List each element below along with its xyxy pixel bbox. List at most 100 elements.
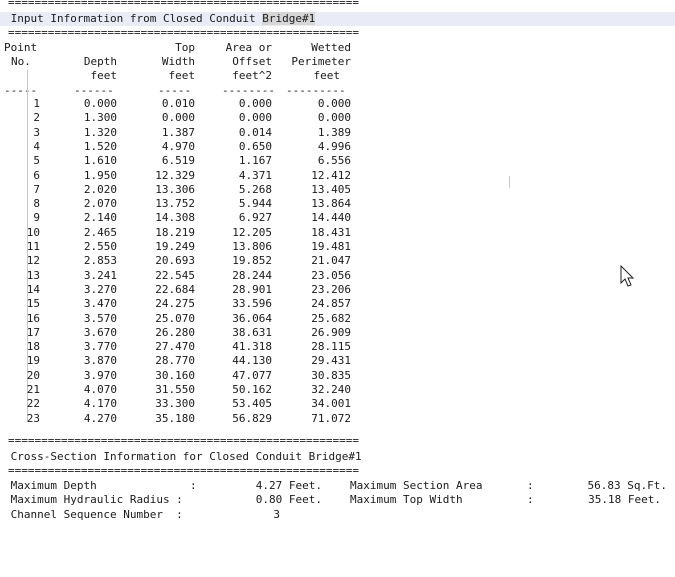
summary-row-2: Maximum Hydraulic Radius : 0.80 Feet. Ma… (4, 493, 661, 506)
table-cell: 14.440 (311, 211, 351, 225)
input-section-title: Input Information from Closed Conduit Br… (0, 12, 675, 26)
table-cell: 1.389 (317, 125, 351, 139)
channel-sequence-label: Channel Sequence Number : (4, 508, 183, 521)
mouse-pointer-icon (620, 265, 635, 287)
table-cell: 44.130 (232, 354, 272, 368)
table-cell: 1.167 (238, 154, 272, 168)
selected-text-bridge[interactable]: Bridge#1 (262, 12, 316, 25)
max-depth-value: 4.27 Feet. (255, 479, 322, 492)
table-cell: 27.470 (155, 340, 195, 354)
table-cell: 25.070 (155, 311, 195, 325)
table-cell: 2.853 (83, 254, 117, 268)
table-cell: 3.770 (83, 340, 117, 354)
table-cell: 30.835 (311, 368, 351, 382)
table-cell: 3.870 (83, 354, 117, 368)
table-cell: 1.320 (83, 125, 117, 139)
table-cell: 3.970 (83, 368, 117, 382)
table-cell: 2.465 (83, 225, 117, 239)
table-cell: 71.072 (311, 411, 351, 425)
table-cell: 4.996 (317, 139, 351, 153)
table-cell: 13.806 (232, 240, 272, 253)
table-cell: 5.944 (238, 197, 272, 211)
table-cell: 25.682 (311, 311, 351, 325)
table-cell: 36.064 (232, 311, 272, 325)
table-cell: 32.240 (311, 383, 351, 396)
table-cell: 20.693 (155, 254, 195, 268)
table-cell: 10 (26, 225, 40, 239)
table-cell: 34.001 (311, 397, 351, 411)
table-cell: 28.244 (232, 268, 272, 282)
table-cell: 23 (26, 411, 40, 425)
table-cell: 24.857 (311, 297, 351, 311)
max-hydraulic-radius-value: 0.80 Feet. (255, 493, 322, 506)
table-cell: 26.280 (155, 325, 195, 339)
table-cell: 18.219 (155, 225, 195, 239)
table-cell: 4.270 (83, 411, 117, 425)
table-cell: 50.162 (232, 383, 272, 396)
table-cell: 2 (33, 111, 40, 125)
header-row-1: Point Top Area or Wetted (4, 41, 351, 54)
table-cell: 6.556 (317, 154, 351, 168)
table-cell: 6.519 (161, 154, 195, 168)
table-cell: 13.864 (311, 197, 351, 211)
table-cell: 1.387 (161, 125, 195, 139)
table-cell: 3.270 (83, 282, 117, 296)
table-cell: 4.070 (83, 383, 117, 396)
table-cell: 22.684 (155, 282, 195, 296)
max-depth-label: Maximum Depth (4, 479, 97, 492)
table-cell: 11 (26, 240, 40, 253)
table-cell: 0.010 (161, 97, 195, 110)
table-cell: 26.909 (311, 325, 351, 339)
table-cell: 6.927 (238, 211, 272, 225)
text-cursor-icon (509, 176, 510, 188)
table-cell: 29.431 (311, 354, 351, 368)
table-cell: 4.970 (161, 139, 195, 153)
table-cell: 2.020 (83, 182, 117, 196)
table-cell: 12.329 (155, 168, 195, 182)
table-cell: 22 (26, 397, 40, 411)
separator-title-bottom: ========================================… (8, 26, 359, 39)
table-cell: 0.000 (238, 111, 272, 125)
header-row-2: No. Depth Width Offset Perimeter (11, 55, 351, 68)
channel-sequence-value: 3 (273, 508, 280, 521)
table-cell: 1 (33, 97, 40, 110)
table-cell: 4 (33, 139, 40, 153)
separator-cross-top: ========================================… (8, 434, 359, 447)
table-cell: 8 (33, 197, 40, 211)
table-cell: 28.901 (232, 282, 272, 296)
table-cell: 22.545 (155, 268, 195, 282)
table-cell: 7 (33, 182, 40, 196)
table-cell: 30.160 (155, 368, 195, 382)
table-cell: 53.405 (232, 397, 272, 411)
table-cell: 18 (26, 340, 40, 354)
table-cell: 0.000 (161, 111, 195, 125)
table-cell: 47.077 (232, 368, 272, 382)
max-top-width-label: Maximum Top Width (350, 493, 463, 506)
guide-line (27, 70, 28, 421)
table-cell: 0.000 (238, 97, 272, 110)
table-cell: 13.752 (155, 197, 195, 211)
table-cell: 19 (26, 354, 40, 368)
summary-row-1: Maximum Depth : 4.27 Feet. Maximum Secti… (4, 479, 667, 492)
table-cell: 41.318 (232, 340, 272, 354)
table-cell: 2.550 (83, 240, 117, 253)
table-cell: 28.115 (311, 340, 351, 354)
table-cell: 0.650 (238, 139, 272, 153)
table-cell: 12.412 (311, 168, 351, 182)
table-cell: 19.481 (311, 240, 351, 253)
table-cell: 16 (26, 311, 40, 325)
table-cell: 31.550 (155, 383, 195, 396)
table-cell: 14.308 (155, 211, 195, 225)
table-cell: 2.140 (83, 211, 117, 225)
table-cell: 33.596 (232, 297, 272, 311)
table-cell: 13.306 (155, 182, 195, 196)
table-cell: 19.249 (155, 240, 195, 253)
table-cell: 20 (26, 368, 40, 382)
table-cell: 38.631 (232, 325, 272, 339)
table-cell: 5 (33, 154, 40, 168)
table-cell: 1.950 (83, 168, 117, 182)
table-cell: 56.829 (232, 411, 272, 425)
max-section-area-label: Maximum Section Area (350, 479, 483, 492)
table-cell: 14 (26, 282, 40, 296)
table-cell: 18.431 (311, 225, 351, 239)
